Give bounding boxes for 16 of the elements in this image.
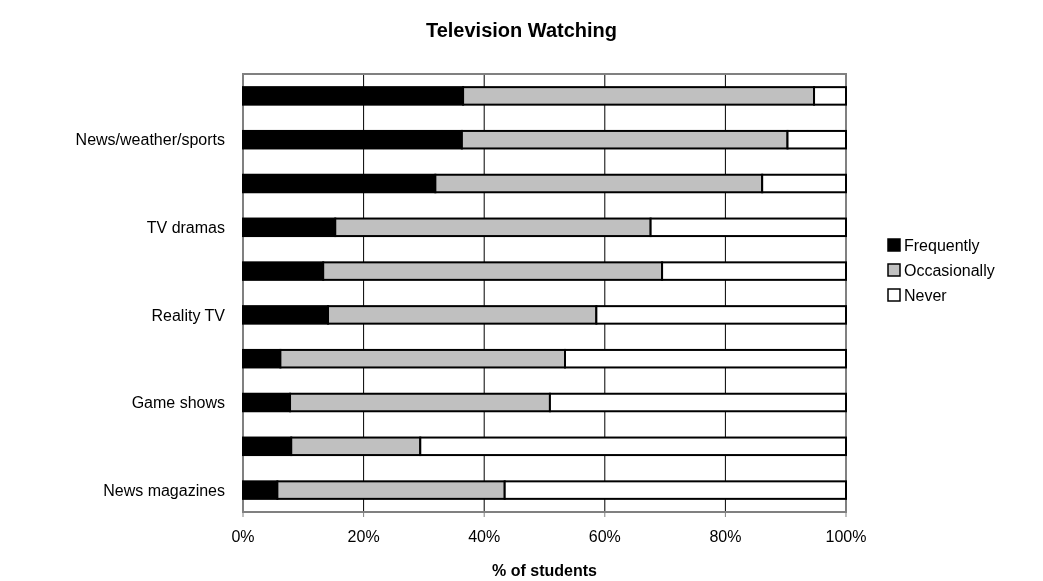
- legend-label: Frequently: [904, 236, 980, 254]
- x-tick-label: 60%: [588, 528, 621, 545]
- x-tick-label: 20%: [347, 528, 380, 545]
- legend-label: Never: [904, 286, 948, 304]
- y-tick-label: News/weather/sports: [75, 131, 225, 149]
- y-tick-label: Game shows: [131, 394, 225, 412]
- y-tick-label: News magazines: [103, 481, 225, 499]
- y-tick-label: TV dramas: [146, 218, 225, 236]
- x-tick-label: 0%: [231, 528, 255, 545]
- x-tick-label: 80%: [709, 528, 742, 545]
- x-tick-label: 100%: [825, 528, 867, 545]
- x-tick-label: 40%: [468, 528, 501, 545]
- legend-label: Occasionally: [904, 261, 995, 279]
- chart-title: Television Watching: [425, 19, 618, 41]
- y-tick-label: Reality TV: [151, 306, 226, 324]
- x-axis-title: % of students: [492, 562, 598, 579]
